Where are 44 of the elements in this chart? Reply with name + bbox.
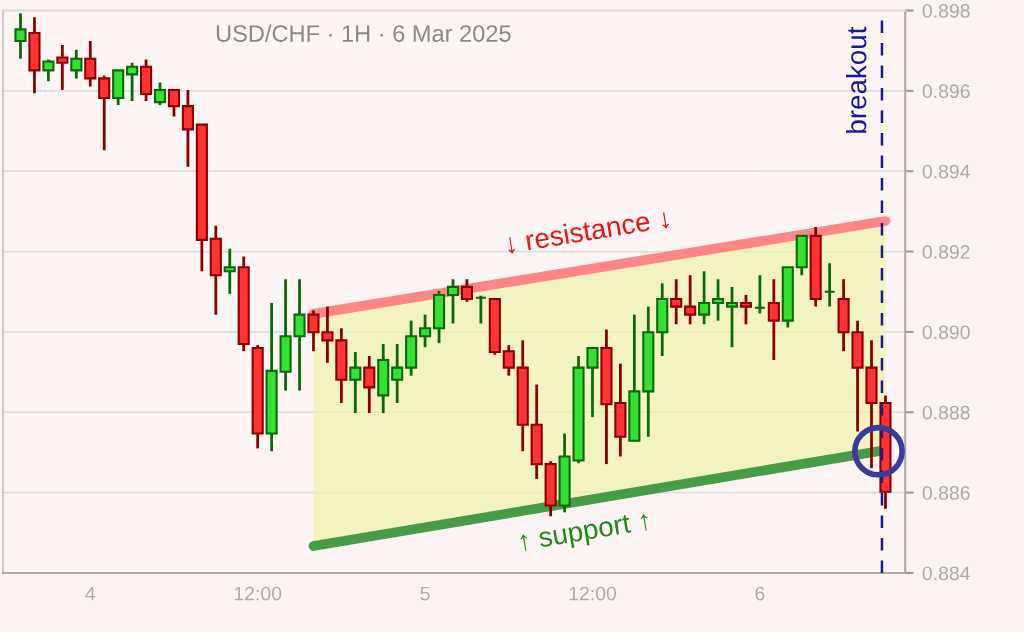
y-tick-label: 0.884: [922, 566, 970, 581]
ref-line-label: breakout: [846, 26, 867, 133]
y-tick-label: 0.892: [922, 245, 970, 259]
candlestick: [419, 313, 432, 349]
candlestick: [474, 294, 487, 325]
y-tick-label: 0.888: [922, 405, 970, 420]
candlestick: [153, 81, 167, 107]
y-tick-label: 0.890: [922, 325, 970, 340]
candlestick: [14, 11, 27, 61]
x-tick-label: 5: [420, 586, 430, 601]
candlestick: [70, 48, 83, 80]
candlestick: [753, 273, 766, 315]
candlestick: [670, 277, 683, 326]
candlestick: [460, 277, 473, 304]
candlestick: [446, 277, 460, 325]
candlestick: [84, 39, 97, 88]
x-tick-label: 6: [755, 586, 765, 601]
candlestick: [167, 88, 181, 118]
candlestick: [823, 261, 836, 308]
candlestick: [223, 247, 236, 296]
x-tick-label: 12:00: [569, 586, 617, 601]
candlestick: [126, 61, 139, 103]
y-tick-label: 0.886: [922, 486, 970, 500]
candlestick: [711, 277, 725, 323]
annotation: ↓ resistance ↓: [505, 207, 670, 255]
chart-title: USD/CHF · 1H · 6 Mar 2025: [216, 24, 511, 42]
candlestick: [181, 88, 194, 169]
y-tick-label: 0.894: [922, 164, 970, 179]
candlestick: [739, 293, 753, 326]
candlestick: [98, 74, 111, 152]
candlestick: [391, 342, 404, 405]
annotation: ↑ support ↑: [519, 511, 651, 557]
candlestick: [56, 43, 69, 92]
x-tick-label: 4: [85, 586, 96, 601]
candlestick: [502, 343, 515, 378]
x-tick-label: 12:00: [234, 586, 282, 601]
candlestick: [725, 285, 739, 349]
candlestick: [767, 277, 780, 362]
candlestick: [698, 269, 711, 326]
candlestick: [363, 354, 376, 415]
candlestick: [349, 350, 362, 415]
candlestick: [684, 273, 697, 326]
y-tick-label: 0.896: [922, 84, 970, 99]
y-tick-label: 0.898: [922, 3, 970, 18]
